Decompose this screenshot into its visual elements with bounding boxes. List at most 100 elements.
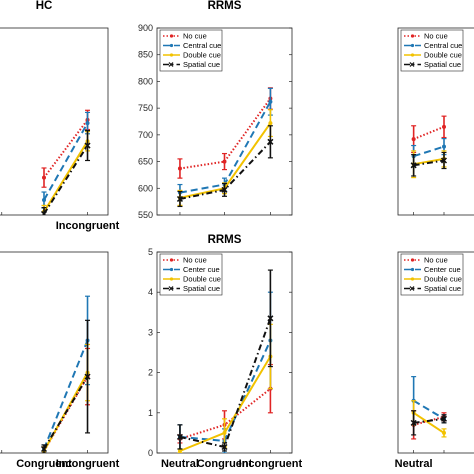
series-group: [176, 269, 274, 453]
series-line-center_cue: [413, 145, 445, 158]
series-line-no_cue: [43, 119, 89, 179]
data-point-spatial_cue: [410, 419, 417, 426]
data-point-double_cue: [177, 448, 182, 453]
legend-label-no_cue: No cue: [424, 256, 448, 265]
series-line-double_cue: [43, 140, 89, 213]
data-point-no_cue: [42, 175, 46, 180]
legend-marker-center_cue: [410, 267, 415, 272]
panel-title: RRMS: [208, 234, 242, 246]
ytick-label: 550: [138, 210, 153, 220]
legend-marker-spatial_cue: [409, 286, 415, 291]
legend-label-center_cue: Center cue: [183, 265, 220, 274]
ytick-label: 700: [138, 130, 153, 140]
ytick-label: 650: [138, 157, 153, 167]
series-line-spatial_cue: [413, 417, 445, 424]
series-line-double_cue: [413, 157, 445, 166]
ytick-label: 2: [148, 368, 153, 378]
data-point-double_cue: [268, 121, 273, 126]
xtick-label: Neutral: [395, 458, 433, 470]
xtick-label: Congruent: [16, 458, 72, 470]
data-point-spatial_cue: [84, 373, 91, 380]
xtick-label: Incongruent: [56, 220, 120, 232]
legend-marker-double_cue: [169, 53, 174, 57]
xtick-label: Neutral: [161, 458, 199, 470]
ytick-label: 800: [138, 76, 153, 86]
data-point-double_cue: [442, 430, 446, 435]
series-line-center_cue: [43, 122, 89, 201]
legend-marker-center_cue: [169, 267, 174, 272]
series-line-spatial_cue: [43, 376, 89, 450]
series-line-spatial_cue: [413, 159, 445, 167]
legend-label-double_cue: Double cue: [424, 275, 462, 284]
ytick-label: 0: [148, 448, 153, 458]
series-line-center_cue: [43, 340, 89, 450]
panel-hc-rt: Incongruent HC: [0, 0, 120, 232]
series-group: [40, 109, 91, 215]
legend-marker-no_cue: [410, 34, 415, 38]
data-point-no_cue: [177, 166, 182, 171]
legend-label-no_cue: No cue: [183, 32, 207, 41]
ytick-label: 750: [138, 103, 153, 113]
ytick-label: 3: [148, 327, 153, 337]
data-point-center_cue: [85, 121, 90, 126]
legend-marker-spatial_cue: [168, 62, 174, 67]
data-point-no_cue: [411, 137, 416, 142]
ytick-label: 850: [138, 50, 153, 60]
legend-marker-center_cue: [410, 43, 415, 48]
legend-label-spatial_cue: Spatial cue: [424, 284, 461, 293]
legend-label-spatial_cue: Spatial cue: [183, 60, 220, 69]
data-point-no_cue: [442, 124, 446, 129]
data-point-center_cue: [268, 99, 273, 104]
data-point-spatial_cue: [221, 186, 228, 193]
ytick-label: 900: [138, 23, 153, 33]
data-point-center_cue: [42, 198, 46, 203]
ytick-label: 1: [148, 408, 153, 418]
legend-label-center_cue: Central cue: [424, 41, 462, 50]
panel-title: RRMS: [208, 0, 242, 12]
legend-marker-no_cue: [169, 34, 174, 38]
legend-marker-no_cue: [410, 258, 415, 262]
data-point-spatial_cue: [221, 443, 228, 451]
series-line-double_cue: [413, 411, 445, 434]
xtick-label: Congruent: [197, 458, 253, 470]
series-line-no_cue: [179, 97, 272, 170]
data-point-spatial_cue: [267, 138, 274, 145]
legend-marker-no_cue: [169, 258, 174, 262]
series-group: [176, 87, 274, 208]
legend-label-no_cue: No cue: [183, 256, 207, 265]
data-point-spatial_cue: [40, 445, 48, 453]
ytick-label: 4: [148, 287, 153, 297]
legend-label-center_cue: Center cue: [424, 265, 461, 274]
data-point-spatial_cue: [440, 415, 448, 422]
panel-rrms-rt: 550 600 650 700 750 800 850 900 RRMS No cueCentra…: [138, 0, 293, 220]
data-point-spatial_cue: [410, 162, 417, 169]
data-point-spatial_cue: [176, 195, 183, 203]
legend-label-double_cue: Double cue: [424, 51, 462, 60]
series-group: [40, 295, 91, 453]
xtick-label: Incongruent: [239, 458, 303, 470]
series-group: [410, 115, 448, 179]
legend-label-double_cue: Double cue: [183, 275, 221, 284]
panel-title: HC: [36, 0, 53, 12]
data-point-spatial_cue: [176, 433, 183, 440]
data-point-spatial_cue: [84, 142, 91, 149]
series-group: [410, 376, 448, 440]
axes-frame: [0, 251, 109, 454]
xtick-label: Incongruent: [56, 458, 120, 470]
data-point-spatial_cue: [40, 210, 48, 215]
legend-marker-spatial_cue: [168, 286, 174, 291]
legend-label-center_cue: Central cue: [183, 41, 221, 50]
data-point-center_cue: [442, 144, 446, 149]
data-point-spatial_cue: [440, 157, 448, 164]
legend-label-spatial_cue: Spatial cue: [424, 60, 461, 69]
legend-label-double_cue: Double cue: [183, 51, 221, 60]
data-point-double_cue: [222, 430, 227, 435]
